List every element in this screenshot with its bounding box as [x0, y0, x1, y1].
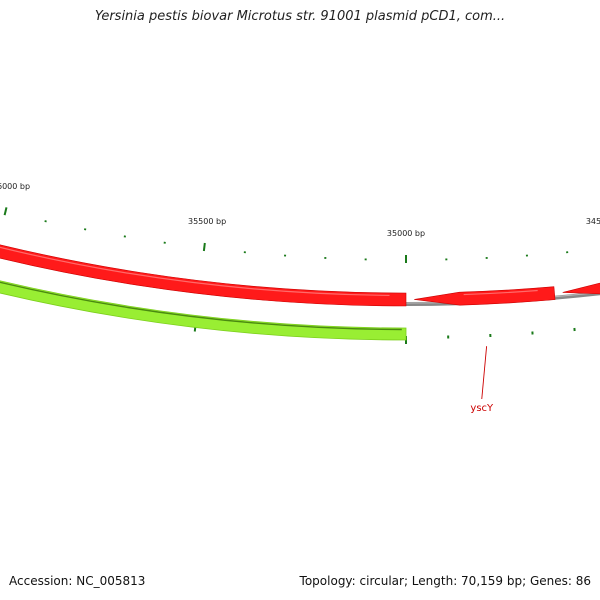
- scale-labels: 38500 bp38000 bp37500 bp37000 bp36500 bp…: [0, 182, 600, 238]
- highlight-track: [0, 280, 407, 341]
- map-title: Yersinia pestis biovar Microtus str. 910…: [94, 9, 506, 24]
- gene-yscv-shade: [0, 246, 390, 297]
- accession-text: Accession: NC_005813: [9, 574, 146, 588]
- outer-major-tick: [202, 242, 206, 252]
- leader-yscy: [481, 346, 488, 400]
- gene-track: [0, 244, 600, 307]
- gene-yscy-shade: [463, 289, 538, 296]
- gene-label-yscy: yscY: [470, 403, 494, 414]
- topology-summary: Topology: circular; Length: 70,159 bp; G…: [299, 574, 591, 588]
- gene-yscy-arrow: [414, 286, 556, 306]
- backbone-highlight: [0, 254, 600, 304]
- backbone-arc: [0, 253, 600, 306]
- scale-label: 35500 bp: [188, 217, 226, 226]
- highlight-yscv: [0, 280, 407, 341]
- outer-scale-ticks: [3, 207, 569, 263]
- scale-label: 35000 bp: [387, 229, 425, 238]
- backbone: [0, 253, 600, 306]
- gene-yscv-arrow: [0, 244, 407, 307]
- highlight-edge: [0, 281, 402, 331]
- gene-yscx-arrow: [562, 282, 600, 295]
- scale-label: 34500 bp: [586, 217, 600, 226]
- gene-labels: lcrVlcrGlcrRyscVyscYyscXsycNtyeA: [470, 346, 494, 414]
- outer-major-tick: [3, 207, 8, 216]
- scale-label: 36000 bp: [0, 182, 30, 191]
